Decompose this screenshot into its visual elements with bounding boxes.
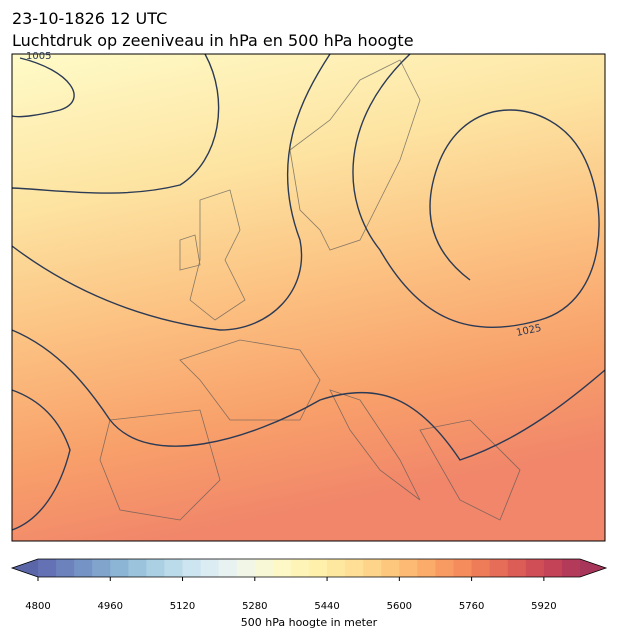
colorbar-tick-label: 5760 [459, 601, 484, 612]
colorbar-band [200, 559, 220, 577]
colorbar-band [381, 559, 400, 577]
isobar [11, 53, 331, 331]
isobar [11, 57, 75, 118]
colorbar-band [453, 559, 473, 577]
colorbar-band [507, 559, 527, 577]
colorbar-band [38, 559, 57, 577]
colorbar-band [56, 559, 75, 577]
colorbar-label: 500 hPa hoogte in meter [241, 616, 378, 629]
title-line: Luchtdruk op zeeniveau in hPa en 500 hPa… [12, 31, 414, 50]
colorbar-band [74, 559, 93, 577]
colorbar-band [345, 559, 364, 577]
colorbar-band [525, 559, 545, 577]
isobar [11, 329, 606, 461]
colorbar-band [327, 559, 346, 577]
title-line: 23-10-1826 12 UTC [12, 9, 167, 28]
colorbar: 4800 4960 5120 5280 5440 5600 5760 5920 500 hPa … [10, 558, 608, 629]
colorbar-tick-label: 5440 [314, 601, 339, 612]
colorbar-under [12, 559, 38, 577]
colorbar-band [272, 559, 292, 577]
isobar [11, 389, 71, 531]
colorbar-band [254, 559, 274, 577]
colorbar-band [218, 559, 238, 577]
colorbar-band [363, 559, 382, 577]
colorbar-band [182, 559, 202, 577]
colorbar-band [489, 559, 509, 577]
colorbar-band [128, 559, 147, 577]
colorbar-over [580, 559, 606, 577]
colorbar-tick-label: 5120 [170, 601, 195, 612]
colorbar-tick-label: 5280 [242, 601, 267, 612]
map-frame [11, 53, 606, 542]
contour-label: 1005 [26, 51, 51, 62]
contour-label: 1025 [515, 323, 542, 339]
colorbar-band [561, 559, 581, 577]
colorbar-band [146, 559, 165, 577]
colorbar-tick-label: 4960 [98, 601, 123, 612]
colorbar-band [399, 559, 418, 577]
colorbar-band [92, 559, 111, 577]
colorbar-band [290, 559, 310, 577]
map-background [12, 54, 605, 541]
colorbar-band [543, 559, 563, 577]
colorbar-outline [10, 558, 608, 578]
isobar [352, 53, 600, 328]
colorbar-band [309, 559, 328, 577]
colorbar-tick-label: 5920 [531, 601, 556, 612]
map: 1005 1025 [11, 51, 606, 542]
colorbar-tick-label: 4800 [25, 601, 50, 612]
colorbar-band [236, 559, 256, 577]
colorbar-band [435, 559, 455, 577]
colorbar-tick-label: 5600 [387, 601, 412, 612]
isobar [11, 53, 220, 194]
colorbar-band [110, 559, 129, 577]
colorbar-band [417, 559, 436, 577]
coastline [99, 59, 521, 521]
colorbar-band [471, 559, 491, 577]
colorbar-band [164, 559, 184, 577]
